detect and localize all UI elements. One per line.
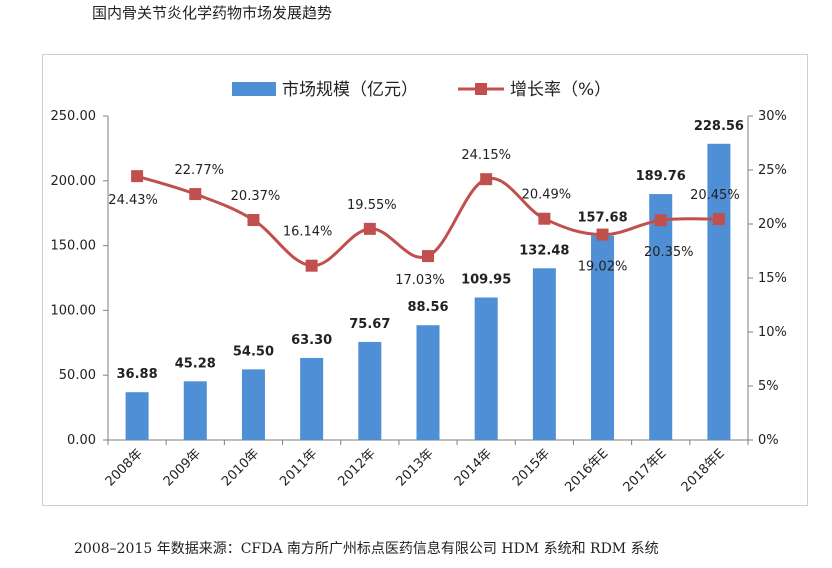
y-right-tick-label: 10% [758, 325, 787, 340]
line-value-label: 19.55% [347, 198, 397, 213]
line-value-label: 20.35% [644, 245, 694, 260]
line-value-label: 19.02% [578, 260, 628, 275]
line-marker [712, 213, 725, 226]
bar-value-label: 132.48 [519, 243, 569, 258]
line-value-label: 20.37% [231, 189, 281, 204]
line-marker [422, 250, 434, 263]
bar [649, 194, 673, 440]
bar [125, 392, 149, 440]
line-marker [363, 222, 376, 235]
y-right-tick-label: 0% [758, 433, 779, 448]
bar-value-label: 45.28 [175, 356, 216, 371]
bar-series [125, 143, 731, 440]
bar [532, 268, 556, 440]
x-tick-label: 2014年 [452, 446, 495, 489]
legend-line-label: 增长率（%） [510, 80, 611, 100]
x-tick-label: 2008年 [103, 446, 146, 489]
line-marker [305, 259, 318, 272]
legend-bar-swatch [232, 82, 276, 96]
y-left-tick-label: 100.00 [51, 303, 97, 318]
line-marker [596, 228, 609, 241]
line-value-label: 24.43% [108, 193, 158, 208]
x-axis-labels: 2008年 2009年 2010年 2011年 2012年 2013年 2014年 2015年… [103, 446, 728, 495]
line-marker [654, 214, 667, 227]
bar [300, 357, 324, 440]
y-right-tick-label: 15% [758, 271, 787, 286]
x-tick-label: 2009年 [161, 446, 204, 489]
line-value-label: 17.03% [395, 273, 445, 288]
chart-axes: 0.00 50.00 100.00 150.00 200.00 250.00 0% 5% 10%… [51, 109, 787, 448]
bar [241, 369, 265, 440]
bar-value-labels: 36.88 45.28 54.50 63.30 75.67 88.56 109.95 132.… [117, 119, 744, 382]
bar-value-label: 157.68 [577, 211, 627, 226]
source-note: 2008–2015 年数据来源：CFDA 南方所广州标点医药信息有限公司 HDM… [74, 541, 659, 557]
page-title: 国内骨关节炎化学药物市场发展趋势 [92, 4, 333, 22]
bar-value-label: 228.56 [694, 119, 744, 134]
line-value-label: 22.77% [174, 163, 224, 178]
bar-value-label: 109.95 [461, 273, 511, 288]
bar [474, 297, 498, 440]
y-left-tick-label: 50.00 [59, 368, 96, 383]
x-tick-label: 2018年E [679, 446, 728, 495]
y-right-tick-label: 25% [758, 163, 787, 178]
x-tick-label: 2013年 [394, 446, 437, 489]
line-series [131, 170, 725, 272]
bar [591, 235, 615, 440]
y-left-tick-label: 250.00 [51, 109, 97, 124]
bar-value-label: 63.30 [291, 333, 332, 348]
line-marker [131, 170, 144, 183]
x-tick-label: 2017年E [621, 446, 670, 495]
bar-value-label: 36.88 [117, 367, 158, 382]
bar [416, 325, 440, 440]
x-tick-label: 2012年 [335, 446, 378, 489]
bar-value-label: 189.76 [636, 169, 686, 184]
y-right-tick-label: 5% [758, 379, 779, 394]
x-tick-label: 2010年 [219, 446, 262, 489]
line-value-labels: 24.43% 22.77% 20.37% 16.14% 19.55% 17.03% 24.1… [108, 148, 739, 288]
x-tick-label: 2016年E [562, 446, 611, 495]
line-value-label: 20.49% [522, 188, 572, 203]
line-marker [480, 173, 493, 186]
line-value-label: 16.14% [283, 225, 333, 240]
y-right-tick-label: 20% [758, 217, 787, 232]
line-marker [189, 188, 202, 201]
bar-value-label: 88.56 [407, 300, 448, 315]
line-value-label: 24.15% [461, 148, 511, 163]
x-tick-label: 2011年 [277, 446, 320, 489]
chart-legend: 市场规模（亿元） 增长率（%） [232, 80, 611, 100]
line-value-label: 20.45% [690, 188, 740, 203]
y-left-tick-label: 200.00 [51, 174, 97, 189]
bar [358, 341, 382, 440]
line-marker [538, 212, 551, 225]
x-tick-label: 2015年 [510, 446, 553, 489]
y-left-tick-label: 0.00 [67, 433, 96, 448]
bar [183, 381, 207, 440]
y-left-tick-label: 150.00 [51, 239, 97, 254]
bar-value-label: 54.50 [233, 344, 274, 359]
legend-bar-label: 市场规模（亿元） [282, 80, 418, 100]
line-marker [247, 214, 260, 227]
legend-line-marker [475, 83, 487, 95]
bar-value-label: 75.67 [349, 317, 390, 332]
y-right-tick-label: 30% [758, 109, 787, 124]
